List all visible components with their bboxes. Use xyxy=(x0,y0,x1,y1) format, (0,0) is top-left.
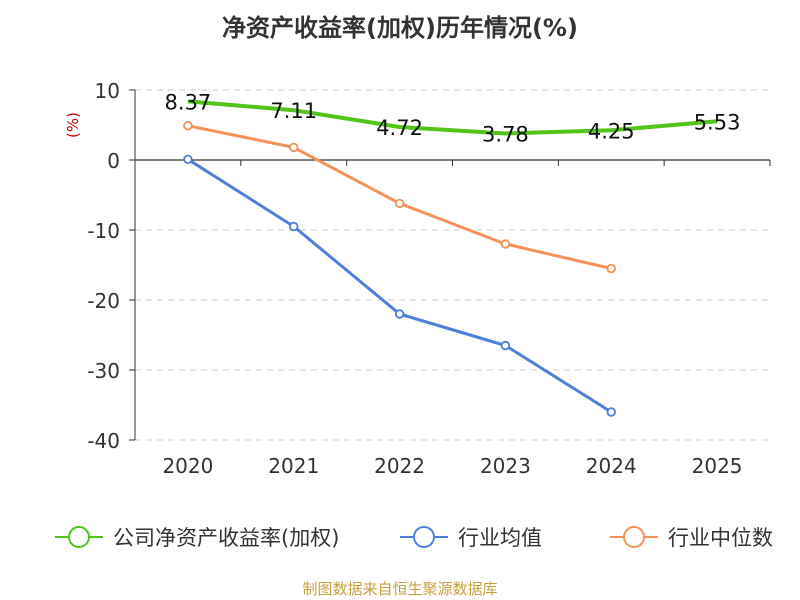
series-line-1 xyxy=(187,158,613,414)
legend-marker xyxy=(413,526,435,548)
data-label: 4.72 xyxy=(376,116,423,140)
legend-marker xyxy=(623,526,645,548)
y-tick-label: 10 xyxy=(95,79,120,103)
data-label: 3.78 xyxy=(482,123,529,147)
data-point xyxy=(183,154,193,164)
series-line-2 xyxy=(187,124,612,270)
data-point xyxy=(500,340,511,351)
legend: 公司净资产收益率(加权) 行业均值 行业中位数 xyxy=(55,526,773,550)
data-point xyxy=(394,198,405,209)
legend-label: 公司净资产收益率(加权) xyxy=(113,526,339,550)
y-tick-label: -10 xyxy=(87,219,120,243)
x-tick-label: 2023 xyxy=(480,454,531,478)
y-tick-label: -40 xyxy=(87,429,120,453)
data-labels: 8.37 7.11 4.72 3.78 4.25 5.53 xyxy=(165,90,741,146)
axes xyxy=(129,89,771,441)
data-point xyxy=(289,142,299,153)
legend-label: 行业中位数 xyxy=(668,526,773,550)
legend-marker xyxy=(68,526,90,548)
grid-lines xyxy=(135,89,770,441)
legend-item[interactable]: 行业中位数 xyxy=(610,526,773,550)
data-point xyxy=(394,309,405,319)
legend-label: 行业均值 xyxy=(458,526,542,550)
data-label: 5.53 xyxy=(694,110,741,134)
x-tick-label: 2020 xyxy=(162,454,213,478)
legend-item[interactable]: 行业均值 xyxy=(400,526,542,550)
data-point xyxy=(183,120,193,131)
chart-title: 净资产收益率(加权)历年情况(%) xyxy=(222,14,578,42)
y-axis-label: (%) xyxy=(64,112,82,138)
x-tick-label: 2024 xyxy=(586,454,637,478)
source-note: 制图数据来自恒生聚源数据库 xyxy=(302,580,498,598)
series-line-0 xyxy=(187,99,718,136)
legend-item[interactable]: 公司净资产收益率(加权) xyxy=(55,526,339,550)
series-group xyxy=(183,99,718,417)
y-tick-label: -30 xyxy=(87,359,120,383)
x-tick-label: 2025 xyxy=(692,454,743,478)
x-tick-label: 2022 xyxy=(374,454,425,478)
y-tick-label: -20 xyxy=(87,289,120,313)
data-point xyxy=(500,239,511,249)
data-label: 8.37 xyxy=(165,90,212,114)
data-point xyxy=(289,221,299,232)
data-point xyxy=(606,263,616,274)
x-tick-label: 2021 xyxy=(268,454,319,478)
data-label: 7.11 xyxy=(270,99,317,123)
y-tick-label: 0 xyxy=(107,149,120,173)
data-label: 4.25 xyxy=(588,119,635,143)
tick-labels: 10 0 -10 -20 -30 -40 2020 2021 2022 2023 2024 2025 xyxy=(87,79,742,478)
data-point xyxy=(606,407,616,417)
